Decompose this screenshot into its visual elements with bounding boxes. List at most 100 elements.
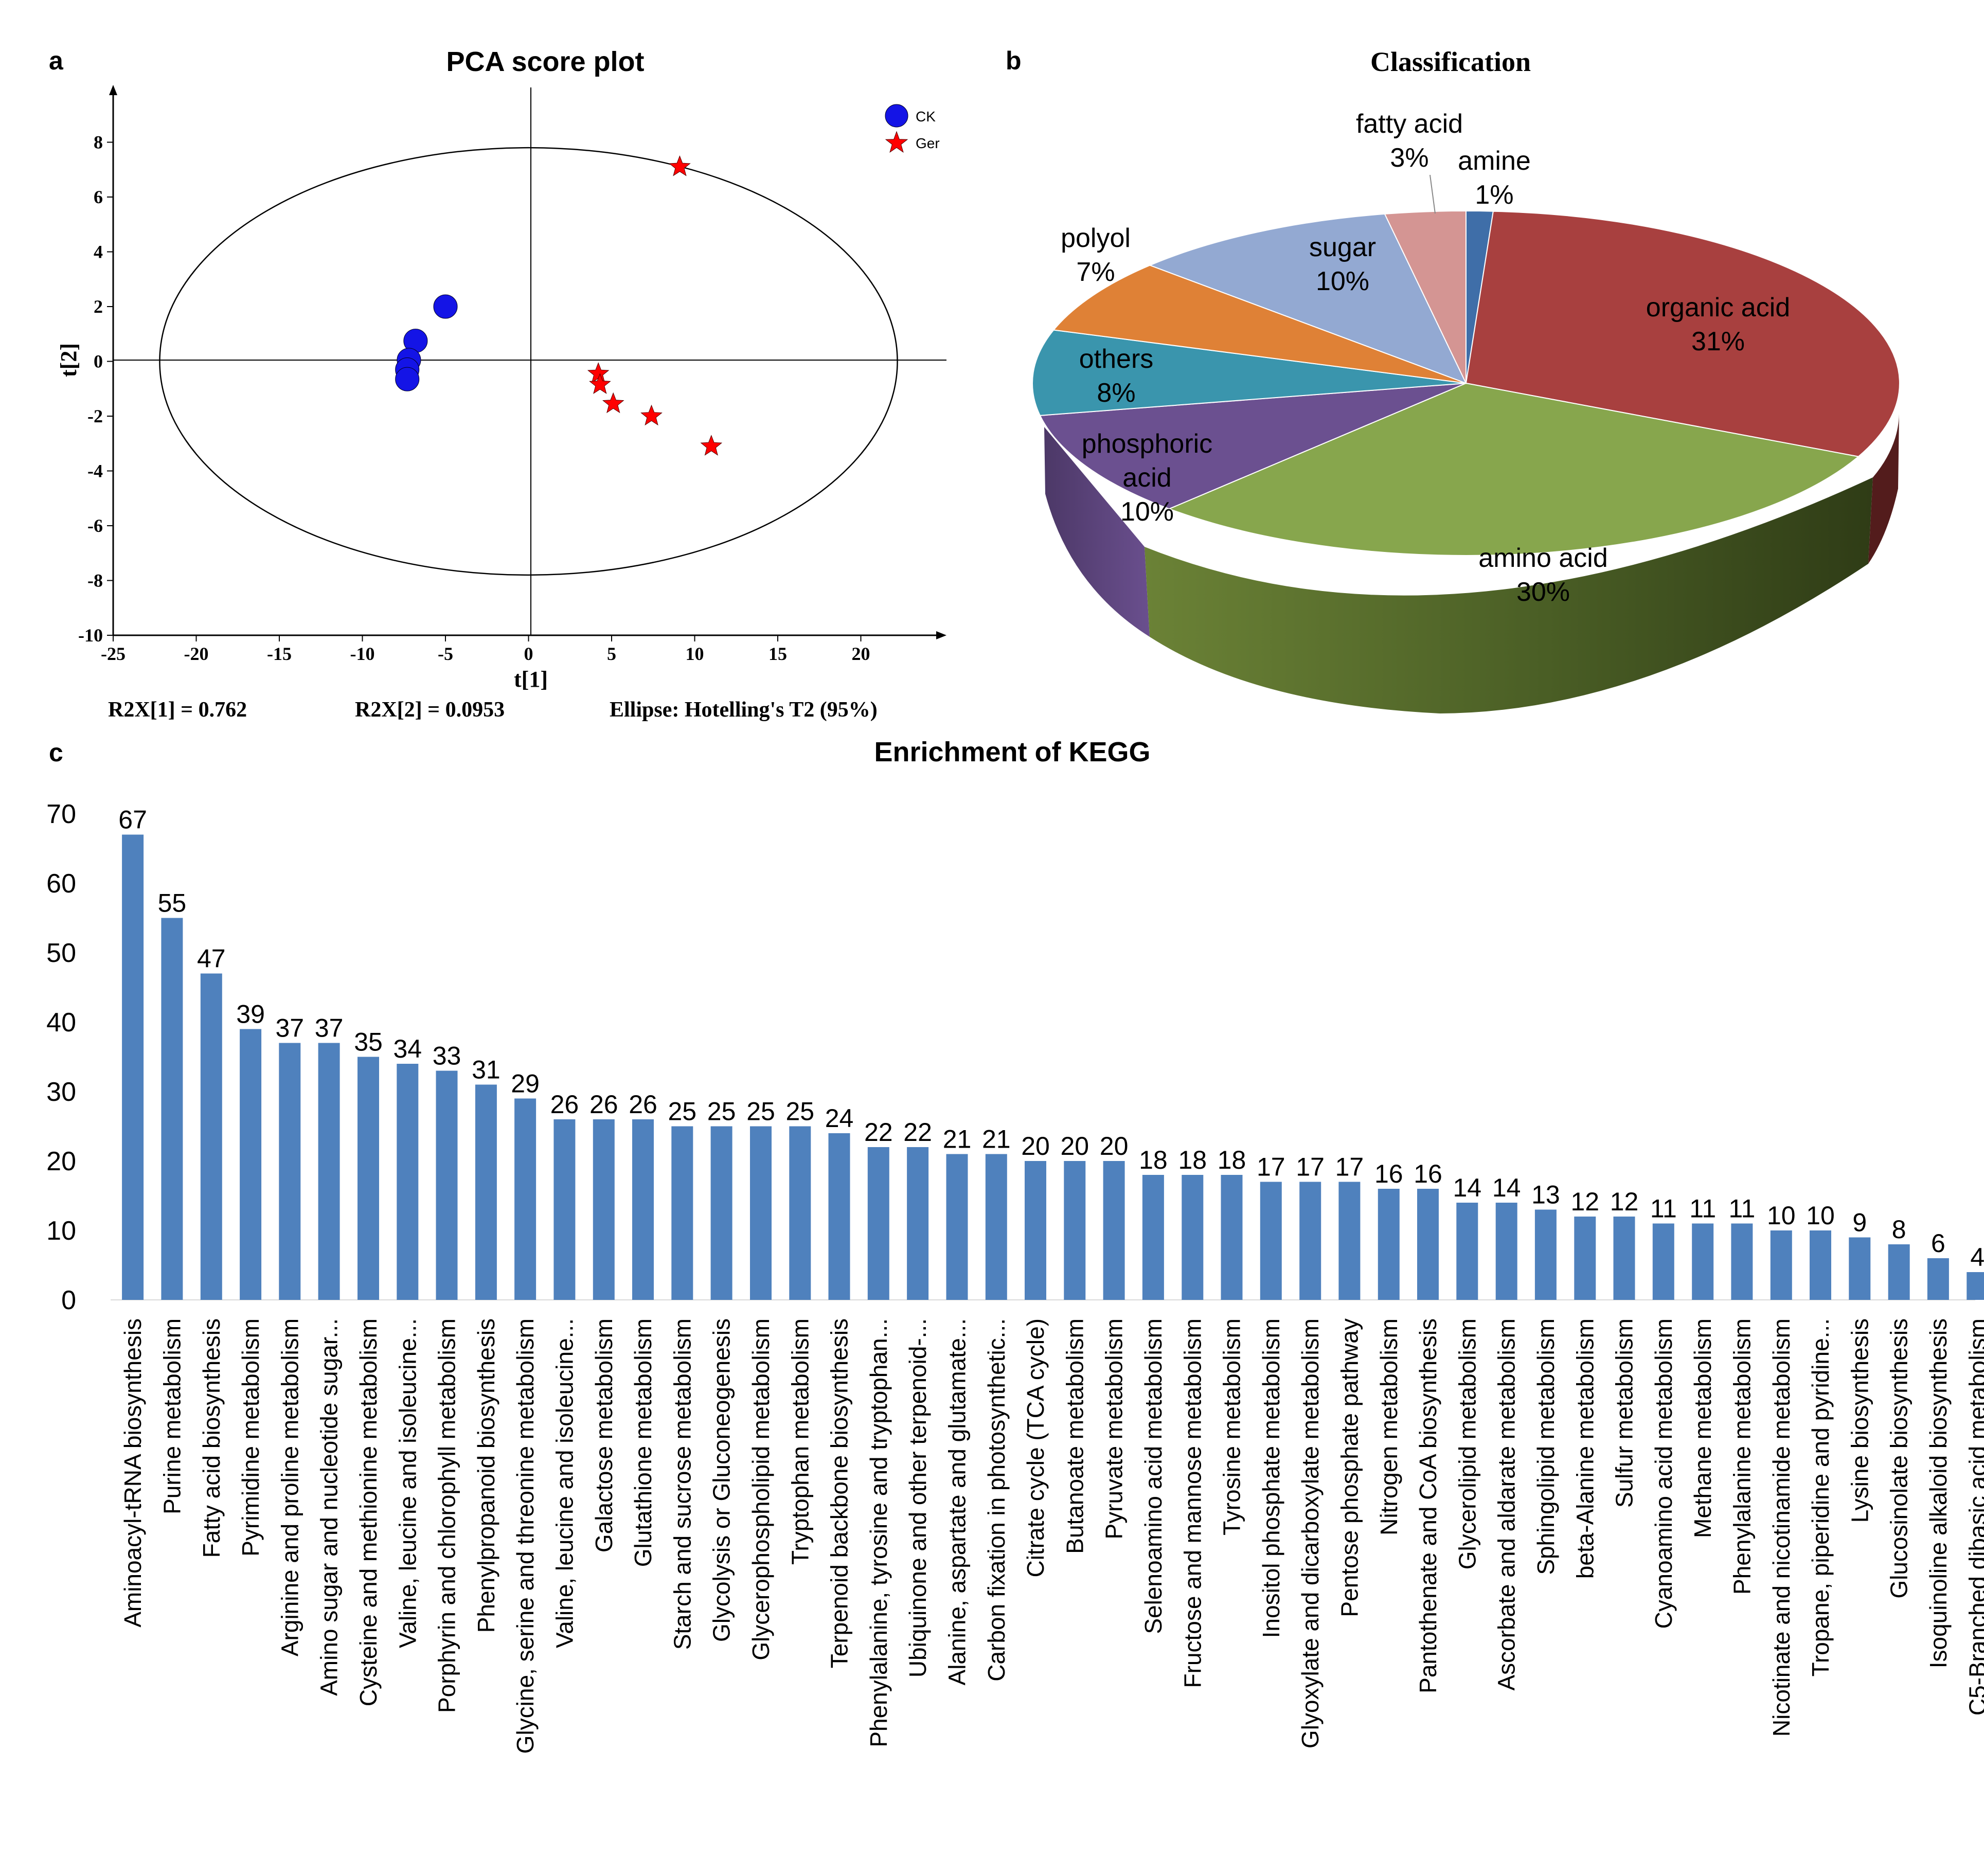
pca-y-tick-label: -6 xyxy=(87,515,103,536)
kegg-bar xyxy=(279,1043,301,1300)
pca-y-tick-label: 2 xyxy=(94,296,103,317)
kegg-category-label: Valine, leucine and isoleucine... xyxy=(394,1318,421,1648)
pca-point-ger xyxy=(602,392,624,414)
hotelling-ellipse xyxy=(159,147,898,576)
pca-y-tick-label: -2 xyxy=(87,406,103,426)
kegg-value-label: 33 xyxy=(433,1042,461,1070)
kegg-value-label: 10 xyxy=(1806,1201,1835,1230)
pca-x-tick-label: 15 xyxy=(768,644,787,664)
kegg-category-label: Glycolysis or Gluconeogenesis xyxy=(708,1318,735,1642)
pie-side-organic-acid xyxy=(1868,414,1899,564)
kegg-bar xyxy=(200,973,222,1300)
legend-ck-label: CK xyxy=(916,109,936,124)
kegg-bar xyxy=(553,1119,576,1300)
pca-y-tick-label: 8 xyxy=(94,132,103,153)
kegg-category-label: Glycine, serine and threonine metabolism xyxy=(512,1318,539,1754)
kegg-bar xyxy=(789,1126,811,1300)
kegg-value-label: 11 xyxy=(1689,1194,1716,1223)
kegg-value-label: 18 xyxy=(1178,1146,1207,1174)
kegg-bar xyxy=(161,918,183,1300)
pca-y-tick-label: -10 xyxy=(78,625,103,646)
pca-x-ticks: -25 -20 -15 -10 -5 0 5 10 15 20 xyxy=(101,635,870,664)
kegg-value-label: 12 xyxy=(1610,1187,1639,1216)
kegg-category-label: Carbon fixation in photosynthetic... xyxy=(983,1318,1010,1682)
kegg-value-label: 31 xyxy=(472,1056,501,1084)
kegg-bar xyxy=(1025,1161,1046,1300)
kegg-category-label: Inositol phosphate metabolism xyxy=(1258,1318,1284,1638)
pca-x-label: t[1] xyxy=(514,667,548,692)
kegg-category-label: Nitrogen metabolism xyxy=(1375,1318,1402,1535)
kegg-bar xyxy=(1378,1189,1400,1300)
kegg-value-label: 20 xyxy=(1100,1132,1129,1160)
kegg-y-tick-label: 60 xyxy=(46,869,76,899)
pca-y-tick-label: -8 xyxy=(87,570,103,591)
pie-label-polyol: polyol xyxy=(1061,223,1131,253)
kegg-value-label: 67 xyxy=(118,806,147,834)
kegg-bar xyxy=(828,1133,850,1300)
pie-pct-fatty-acid: 3% xyxy=(1390,143,1428,173)
pie-pct-phosphoric-acid: 10% xyxy=(1120,497,1174,527)
kegg-category-label: Starch and sucrose metabolism xyxy=(669,1318,695,1650)
pie-slice-organic-acid xyxy=(1465,210,1900,457)
kegg-bar xyxy=(1456,1203,1478,1300)
kegg-y-tick-label: 50 xyxy=(46,938,76,968)
kegg-value-label: 37 xyxy=(275,1014,304,1043)
pie-side-phosphoric-acid xyxy=(1044,427,1150,637)
kegg-bar xyxy=(1103,1161,1125,1300)
kegg-bar xyxy=(436,1070,458,1300)
kegg-value-label: 26 xyxy=(589,1090,618,1119)
kegg-bar xyxy=(1652,1223,1674,1300)
kegg-value-label: 20 xyxy=(1021,1132,1050,1160)
kegg-bar xyxy=(1967,1272,1984,1300)
pca-x-tick-label: -5 xyxy=(438,644,453,664)
kegg-value-label: 18 xyxy=(1218,1146,1246,1174)
legend-ger-marker xyxy=(885,131,908,153)
kegg-value-label: 25 xyxy=(707,1097,736,1126)
kegg-value-label: 11 xyxy=(1650,1194,1677,1223)
kegg-category-label: Aminoacyl-tRNA biosynthesis xyxy=(119,1318,146,1628)
pie-slice-others xyxy=(1032,329,1467,416)
kegg-value-label: 12 xyxy=(1570,1187,1599,1216)
pca-ellipse-label: Ellipse: Hotelling's T2 (95%) xyxy=(610,698,878,722)
kegg-value-label: 24 xyxy=(825,1104,854,1133)
pca-score-plot: PCA score plot -25 -20 -15 -10 -5 0 5 10 15 20 -1… xyxy=(56,46,946,722)
kegg-y-tick-label: 0 xyxy=(61,1285,76,1315)
kegg-bar xyxy=(710,1126,732,1300)
kegg-value-label: 37 xyxy=(315,1014,344,1043)
pca-y-tick-label: 0 xyxy=(94,351,103,372)
pca-r2x2: R2X[2] = 0.0953 xyxy=(355,698,505,722)
kegg-bar xyxy=(1810,1230,1831,1300)
kegg-bar xyxy=(514,1098,537,1300)
pca-y-label: t[2] xyxy=(56,343,81,377)
pie-pct-amine: 1% xyxy=(1475,180,1513,210)
kegg-bar xyxy=(397,1064,419,1300)
kegg-category-label: Alanine, aspartate and glutamate... xyxy=(944,1318,971,1685)
pie-label-acid: acid xyxy=(1122,463,1171,493)
kegg-value-label: 10 xyxy=(1767,1201,1796,1230)
pca-x-axis-arrow xyxy=(936,631,946,639)
kegg-bar xyxy=(632,1119,654,1300)
kegg-bar xyxy=(1770,1230,1792,1300)
pca-y-ticks: -10 -8 -6 -4 -2 0 2 4 6 8 xyxy=(78,132,113,646)
pca-legend: CK Ger xyxy=(885,104,940,153)
kegg-category-label: Terpenoid backbone biosynthesis xyxy=(826,1318,853,1668)
kegg-bar xyxy=(1182,1175,1204,1300)
kegg-category-label: Pantothenate and CoA biosynthesis xyxy=(1415,1318,1441,1693)
kegg-category-label: Tropane, piperidine and pyridine... xyxy=(1807,1318,1834,1676)
kegg-value-label: 17 xyxy=(1257,1153,1285,1182)
kegg-category-label: Nicotinate and nicotinamide metabolism xyxy=(1768,1318,1795,1737)
kegg-category-label: Valine, leucine and isoleucine... xyxy=(551,1318,578,1648)
kegg-category-label: Sulfur metabolism xyxy=(1611,1318,1638,1508)
pca-point-ger xyxy=(640,404,663,426)
kegg-value-label: 13 xyxy=(1531,1181,1560,1209)
kegg-category-label: Ascorbate and aldarate metabolism xyxy=(1493,1318,1520,1691)
pie-pct-amino-acid: 30% xyxy=(1516,577,1570,607)
kegg-y-tick-label: 40 xyxy=(46,1008,76,1038)
kegg-category-label: Fructose and mannose metabolism xyxy=(1179,1318,1206,1688)
kegg-category-label: Pyrimidine metabolism xyxy=(237,1318,264,1557)
kegg-title: Enrichment of KEGG xyxy=(874,737,1150,767)
pca-x-tick-label: -15 xyxy=(267,644,292,664)
kegg-y-tick-label: 10 xyxy=(46,1216,76,1246)
pie-title: Classification xyxy=(1370,46,1531,77)
